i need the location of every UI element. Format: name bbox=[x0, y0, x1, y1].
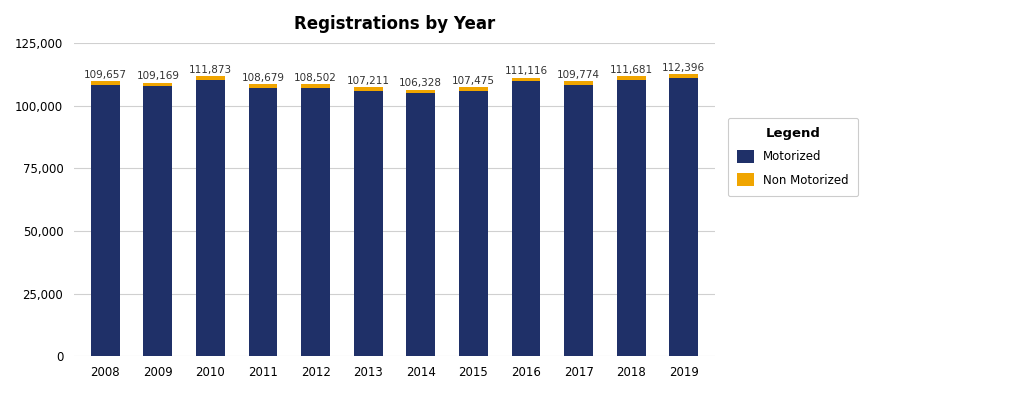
Bar bbox=[564, 81, 593, 85]
Bar bbox=[354, 87, 383, 91]
Bar bbox=[669, 78, 699, 356]
Text: 112,396: 112,396 bbox=[662, 63, 705, 73]
Bar bbox=[91, 81, 120, 85]
Text: 107,211: 107,211 bbox=[347, 76, 390, 86]
Text: 108,679: 108,679 bbox=[241, 72, 284, 83]
Bar bbox=[564, 85, 593, 356]
Bar bbox=[301, 84, 330, 88]
Text: 109,774: 109,774 bbox=[558, 70, 601, 80]
Text: 109,657: 109,657 bbox=[84, 70, 127, 80]
Bar bbox=[354, 91, 383, 356]
Bar bbox=[406, 90, 435, 93]
Text: 106,328: 106,328 bbox=[399, 78, 442, 88]
Text: 107,475: 107,475 bbox=[452, 76, 495, 85]
Bar bbox=[249, 84, 277, 87]
Text: 108,502: 108,502 bbox=[295, 73, 337, 83]
Bar bbox=[196, 80, 225, 356]
Bar bbox=[406, 93, 435, 356]
Text: 111,873: 111,873 bbox=[189, 65, 232, 74]
Bar bbox=[196, 76, 225, 80]
Bar bbox=[301, 88, 330, 356]
Text: 111,681: 111,681 bbox=[610, 65, 653, 75]
Bar bbox=[617, 80, 646, 356]
Bar bbox=[617, 76, 646, 80]
Bar bbox=[459, 91, 488, 356]
Bar bbox=[512, 82, 540, 356]
Text: 109,169: 109,169 bbox=[136, 71, 179, 81]
Bar bbox=[249, 87, 277, 356]
Legend: Motorized, Non Motorized: Motorized, Non Motorized bbox=[727, 118, 858, 196]
Bar bbox=[512, 78, 540, 82]
Bar bbox=[669, 74, 699, 78]
Bar bbox=[459, 87, 488, 91]
Bar bbox=[143, 83, 172, 86]
Bar bbox=[143, 86, 172, 356]
Text: 111,116: 111,116 bbox=[504, 67, 547, 76]
Title: Registrations by Year: Registrations by Year bbox=[294, 15, 495, 33]
Bar bbox=[91, 85, 120, 356]
